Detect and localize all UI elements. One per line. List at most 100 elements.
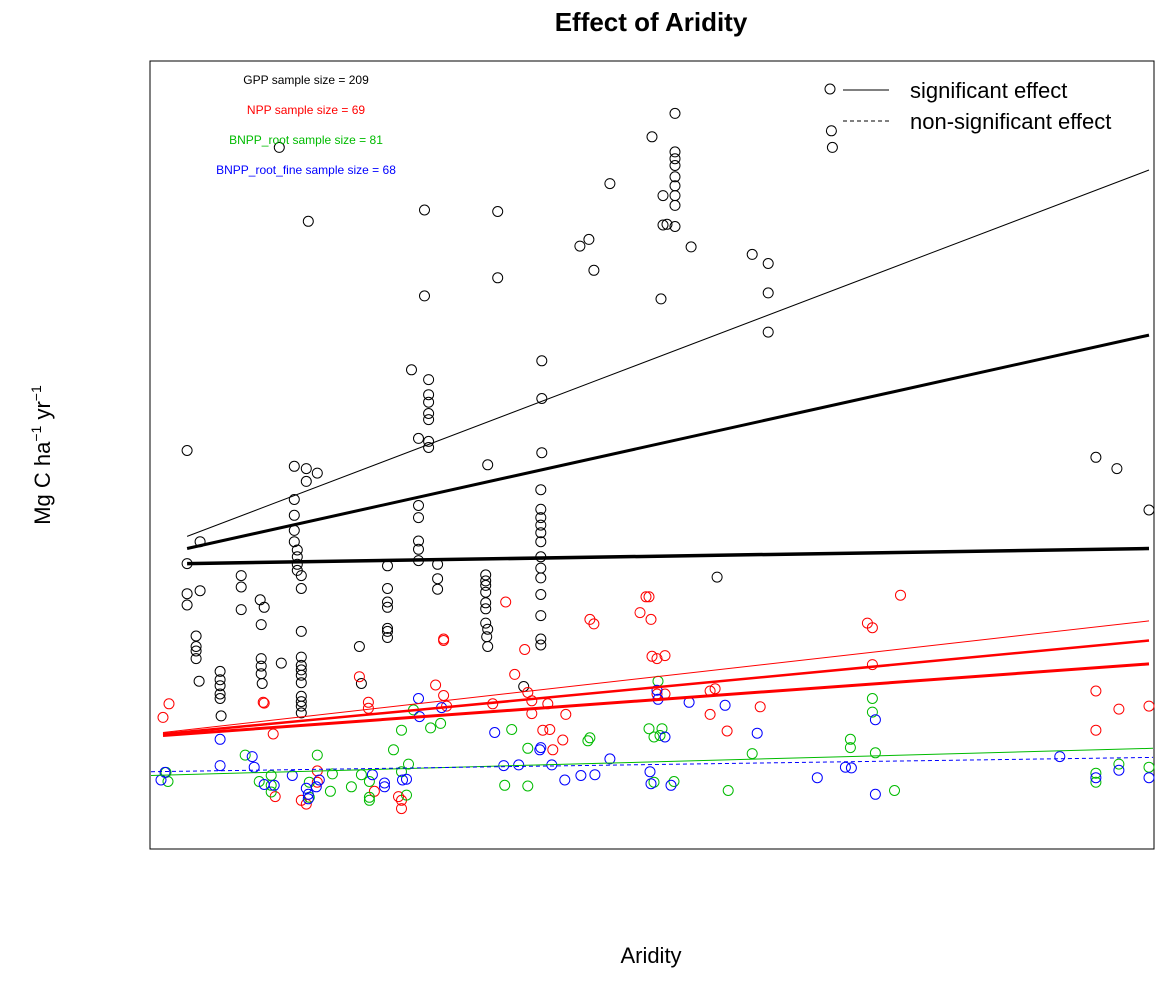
bnpp-root-fine-point (313, 774, 325, 786)
gpp-point (762, 287, 774, 299)
bnpp-root-point (668, 776, 680, 787)
gpp-point (536, 355, 548, 367)
npp-point (257, 696, 269, 708)
gpp-point (288, 494, 300, 505)
gpp-point (419, 204, 430, 216)
gpp-point (535, 572, 547, 584)
bnpp-root-point (435, 717, 447, 729)
bnpp-root-point (363, 794, 375, 806)
legend-label: significant effect (910, 78, 1067, 103)
x-axis-label: Aridity (620, 943, 681, 968)
bnpp-root-point (746, 748, 758, 760)
gpp-point (214, 665, 226, 677)
bnpp-root-fine-point (665, 779, 677, 791)
sample-size-note: BNPP_root sample size = 81 (229, 133, 383, 147)
gpp-point (657, 190, 669, 202)
gpp-point (574, 240, 586, 252)
gpp-point (235, 581, 247, 593)
bnpp-root-fine-point (604, 753, 616, 765)
gpp-point (535, 512, 547, 524)
bnpp-root-point (1113, 758, 1125, 770)
gpp-fit-line-3 (187, 546, 1150, 566)
npp-point (509, 668, 521, 680)
gpp-point (311, 467, 323, 479)
npp-point (866, 622, 878, 634)
gpp-point (295, 700, 307, 712)
bnpp-root-fine-point (559, 774, 571, 786)
bnpp-root-point (869, 747, 881, 759)
sample-size-notes: GPP sample size = 209 NPP sample size = 6… (216, 73, 396, 177)
bnpp-root-point (648, 731, 660, 743)
sample-size-note: NPP sample size = 69 (247, 103, 365, 117)
gpp-point (646, 131, 658, 143)
bnpp-root-fine-point (214, 733, 226, 745)
bnpp-root-fine-point (302, 793, 314, 805)
gpp-point (190, 641, 202, 652)
npp-point (500, 596, 512, 608)
gpp-point (295, 583, 307, 594)
bnpp-root-fine-point (246, 751, 258, 763)
gpp-point (214, 680, 226, 692)
bnpp-root-point (722, 785, 734, 796)
bnpp-root-point (363, 791, 375, 803)
gpp-point (193, 675, 205, 687)
gpp-point (669, 221, 681, 232)
gpp-point (604, 178, 616, 190)
gpp-point (669, 171, 681, 183)
gpp-point (423, 408, 435, 419)
gpp-point (181, 599, 193, 611)
bnpp-root-point (1090, 767, 1102, 779)
legend: significant effect non-significant effect (824, 78, 1111, 134)
bnpp-root-point (866, 693, 878, 704)
bnpp-root-point (506, 724, 518, 735)
bnpp-root-point (643, 723, 655, 735)
bnpp-root-fine-point (268, 779, 280, 791)
npp-point (157, 711, 169, 723)
bnpp-root-point (522, 780, 534, 792)
gpp-point (762, 258, 774, 269)
gpp-fit-line-2 (186, 333, 1150, 550)
gpp-point (826, 141, 838, 153)
gpp-point (382, 596, 393, 608)
bnpp-root-fine-point (1054, 751, 1066, 763)
gpp-point (413, 535, 424, 547)
bnpp-root-point (396, 766, 407, 778)
npp-point (557, 734, 569, 746)
gpp-point (382, 622, 393, 634)
bnpp-root-point (866, 706, 878, 718)
bnpp-root-fine-point (645, 778, 657, 790)
bnpp-root-point (844, 742, 856, 754)
gpp-point (432, 583, 444, 595)
npp-point (353, 671, 365, 683)
npp-point (651, 653, 663, 665)
bnpp-root-fine-point (379, 777, 390, 789)
npp-point (588, 618, 600, 630)
bnpp-root-point (324, 785, 336, 797)
gpp-point (413, 500, 424, 511)
gpp-point (181, 588, 193, 600)
npp-point (537, 724, 549, 736)
bnpp-root-fine-point (644, 766, 656, 778)
bnpp-root-fine-point (651, 684, 663, 696)
y-axis-label-exponent-1: −1 (28, 425, 44, 441)
npp-point (547, 744, 559, 756)
npp-point (646, 650, 658, 662)
bnpp-root-point (425, 722, 437, 734)
gpp-point (255, 619, 267, 631)
npp-point (754, 701, 766, 713)
gpp-point (482, 623, 494, 635)
gpp-point (382, 625, 393, 637)
gpp-point (480, 575, 492, 587)
bnpp-root-point (396, 724, 407, 736)
bnpp-root-point (401, 789, 412, 801)
gpp-point (480, 597, 492, 609)
npp-point (396, 803, 407, 815)
gpp-point (536, 447, 548, 459)
gpp-point (413, 432, 424, 444)
legend-label: non-significant effect (910, 109, 1111, 134)
gpp-point (423, 374, 435, 386)
npp-point (438, 633, 450, 645)
npp-point (560, 708, 572, 720)
gpp-point (1143, 504, 1155, 516)
gpp-point (669, 160, 681, 171)
